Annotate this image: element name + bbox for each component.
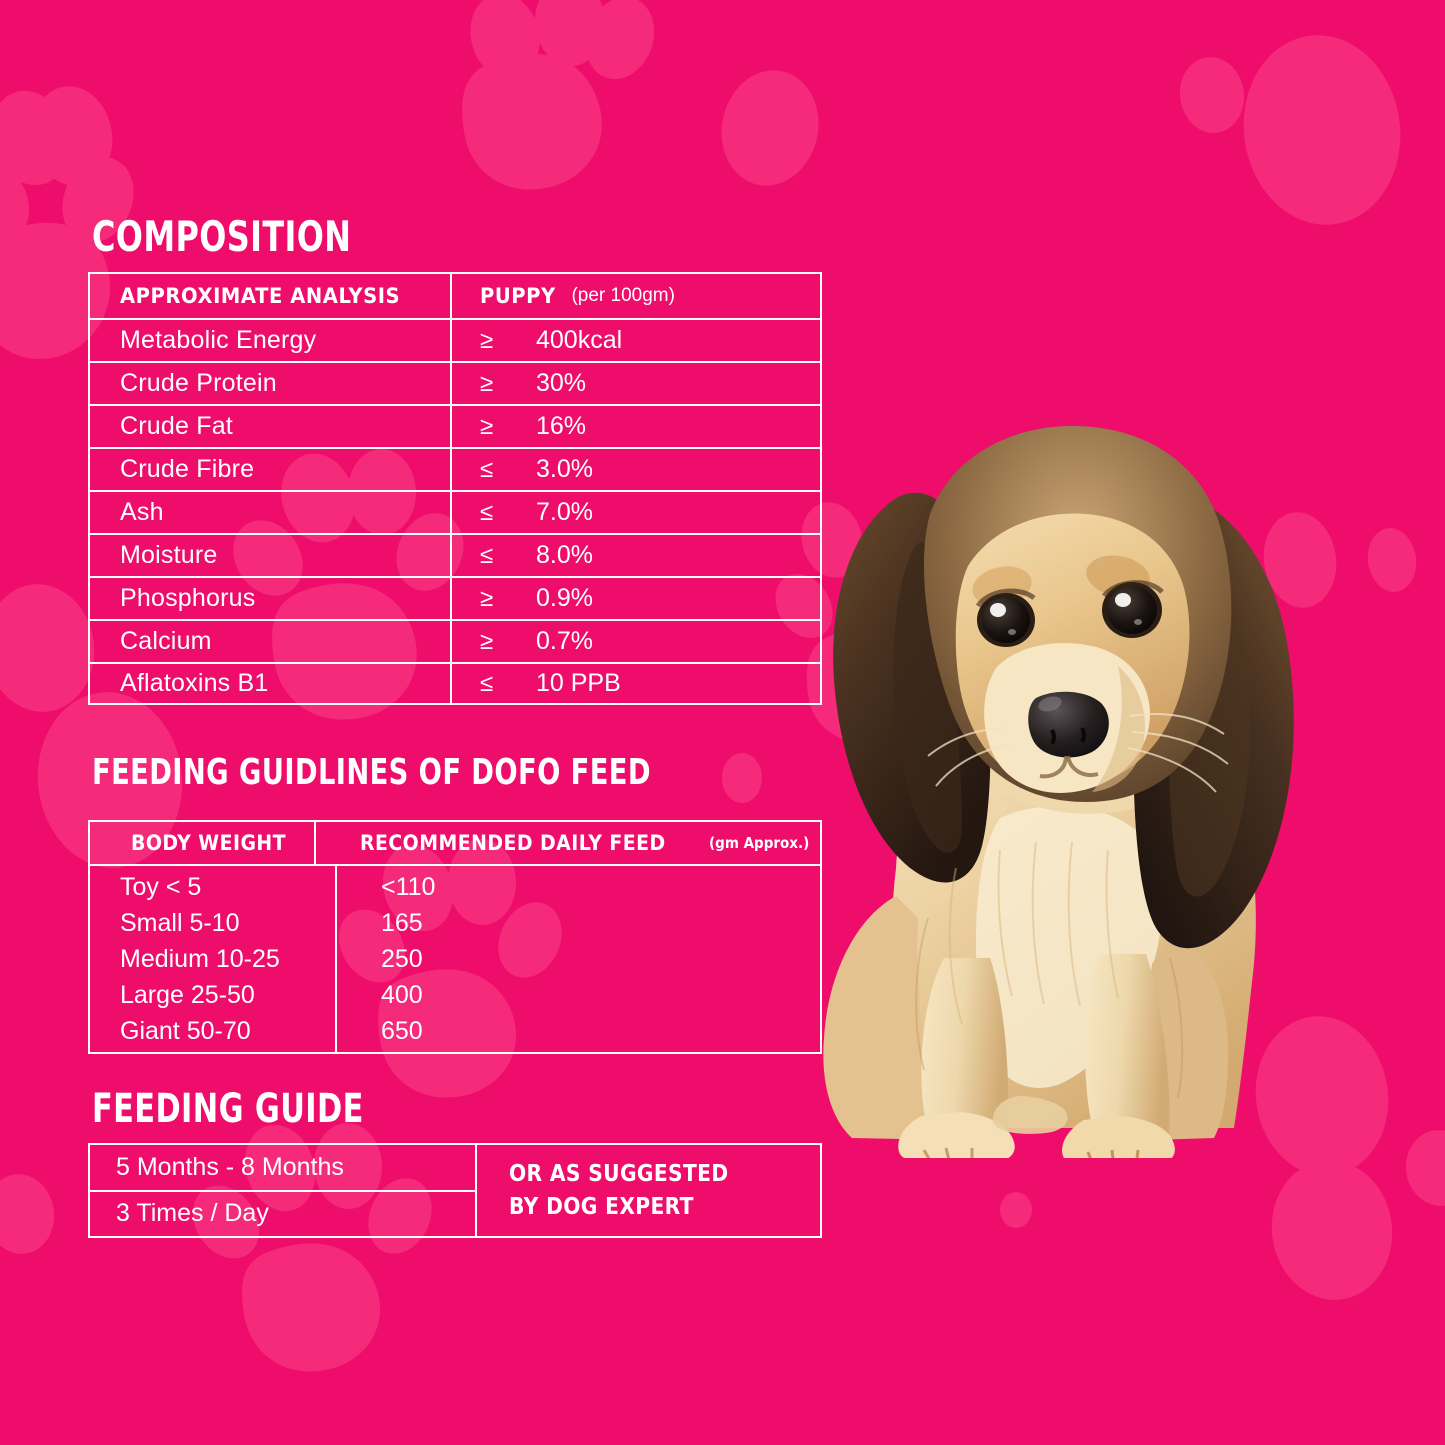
cell-value: ≤ 8.0% <box>452 535 820 576</box>
cell-nutrient: Crude Fibre <box>90 449 452 490</box>
cell-value: ≥ 400kcal <box>452 320 820 361</box>
table-header-row: APPROXIMATE ANALYSIS PUPPY (per 100gm) <box>88 272 822 318</box>
feeding-guide-schedule: 5 Months - 8 Months 3 Times / Day <box>90 1145 477 1236</box>
list-item: 650 <box>381 1017 423 1045</box>
value-label: 30% <box>536 369 587 397</box>
list-item: Toy < 5 <box>120 873 202 901</box>
cell-value: ≤ 3.0% <box>452 449 820 490</box>
cell-value: ≤ 10 PPB <box>452 664 820 703</box>
operator-symbol: ≤ <box>480 669 494 697</box>
cell-nutrient: Crude Fat <box>90 406 452 447</box>
operator-symbol: ≥ <box>480 412 494 440</box>
list-item: 250 <box>381 945 423 973</box>
nutrient-label: Phosphorus <box>120 584 256 612</box>
value-label: 0.9% <box>536 584 593 612</box>
table-row: Calcium ≥ 0.7% <box>88 619 822 662</box>
feeding-guide-note: OR AS SUGGESTED BY DOG EXPERT <box>477 1145 820 1236</box>
nutrient-label: Aflatoxins B1 <box>120 669 269 697</box>
cell-value: ≥ 16% <box>452 406 820 447</box>
table-row: Aflatoxins B1 ≤ 10 PPB <box>88 662 822 705</box>
cell-nutrient: Calcium <box>90 621 452 662</box>
value-label: 3.0% <box>536 455 593 483</box>
cell-nutrient: Phosphorus <box>90 578 452 619</box>
cell-value: ≤ 7.0% <box>452 492 820 533</box>
feeding-guide-age-row: 5 Months - 8 Months <box>90 1145 475 1192</box>
note-line-1: OR AS SUGGESTED <box>509 1160 729 1187</box>
cell-value: ≥ 30% <box>452 363 820 404</box>
operator-symbol: ≥ <box>480 584 494 612</box>
table-row: Crude Protein ≥ 30% <box>88 361 822 404</box>
header-cell-daily-feed: RECOMMENDED DAILY FEED (gm Approx.) <box>316 822 820 864</box>
table-row: Moisture ≤ 8.0% <box>88 533 822 576</box>
list-item: Giant 50-70 <box>120 1017 251 1045</box>
header-label-puppy: PUPPY <box>480 284 556 308</box>
nutrient-label: Crude Fibre <box>120 455 255 483</box>
nutrient-label: Moisture <box>120 541 218 569</box>
feeding-guidelines-table: BODY WEIGHT RECOMMENDED DAILY FEED (gm A… <box>88 820 822 1054</box>
column-daily-feed: <110 165 250 400 650 <box>337 866 820 1052</box>
column-body-weight: Toy < 5 Small 5-10 Medium 10-25 Large 25… <box>90 866 337 1052</box>
table-body: Toy < 5 Small 5-10 Medium 10-25 Large 25… <box>90 866 820 1052</box>
cell-nutrient: Moisture <box>90 535 452 576</box>
table-row: Ash ≤ 7.0% <box>88 490 822 533</box>
nutrient-label: Metabolic Energy <box>120 326 317 354</box>
cell-nutrient: Aflatoxins B1 <box>90 664 452 703</box>
value-label: 0.7% <box>536 627 593 655</box>
feeding-guide-frequency-row: 3 Times / Day <box>90 1192 475 1237</box>
operator-symbol: ≥ <box>480 369 494 397</box>
cell-nutrient: Metabolic Energy <box>90 320 452 361</box>
header-label-analysis: APPROXIMATE ANALYSIS <box>120 284 401 308</box>
list-item: Medium 10-25 <box>120 945 280 973</box>
operator-symbol: ≥ <box>480 326 494 354</box>
nutrient-label: Crude Fat <box>120 412 233 440</box>
value-label: 10 PPB <box>536 669 621 697</box>
list-item: Small 5-10 <box>120 909 240 937</box>
header-cell-puppy: PUPPY (per 100gm) <box>452 274 820 318</box>
operator-symbol: ≤ <box>480 541 494 569</box>
header-cell-body-weight: BODY WEIGHT <box>90 822 316 864</box>
operator-symbol: ≥ <box>480 627 494 655</box>
cell-value: ≥ 0.7% <box>452 621 820 662</box>
age-range-label: 5 Months - 8 Months <box>116 1152 344 1181</box>
cell-value: ≥ 0.9% <box>452 578 820 619</box>
header-note-per-100gm: (per 100gm) <box>571 285 675 306</box>
list-item: 165 <box>381 909 423 937</box>
value-label: 16% <box>536 412 587 440</box>
nutrient-label: Crude Protein <box>120 369 277 397</box>
operator-symbol: ≤ <box>480 498 494 526</box>
feeding-guide-section-title: FEEDING GUIDE <box>92 1086 364 1132</box>
value-label: 7.0% <box>536 498 593 526</box>
header-note-gm-approx: (gm Approx.) <box>708 834 809 852</box>
nutrient-label: Ash <box>120 498 164 526</box>
composition-section-title: COMPOSITION <box>92 212 352 261</box>
cell-nutrient: Ash <box>90 492 452 533</box>
list-item: 400 <box>381 981 423 1009</box>
list-item: <110 <box>381 873 436 901</box>
table-row: Crude Fat ≥ 16% <box>88 404 822 447</box>
table-row: Metabolic Energy ≥ 400kcal <box>88 318 822 361</box>
cell-nutrient: Crude Protein <box>90 363 452 404</box>
value-label: 8.0% <box>536 541 593 569</box>
note-line-2: BY DOG EXPERT <box>509 1193 694 1220</box>
value-label: 400kcal <box>536 326 623 354</box>
nutrient-label: Calcium <box>120 627 212 655</box>
header-label-body-weight: BODY WEIGHT <box>130 831 286 855</box>
table-row: Crude Fibre ≤ 3.0% <box>88 447 822 490</box>
frequency-label: 3 Times / Day <box>116 1199 269 1228</box>
header-label-daily-feed: RECOMMENDED DAILY FEED <box>359 831 666 855</box>
list-item: Large 25-50 <box>120 981 255 1009</box>
table-header-row: BODY WEIGHT RECOMMENDED DAILY FEED (gm A… <box>90 822 820 866</box>
feeding-guidelines-section-title: FEEDING GUIDLINES OF DOFO FEED <box>92 752 651 793</box>
composition-table: APPROXIMATE ANALYSIS PUPPY (per 100gm) M… <box>88 272 822 705</box>
operator-symbol: ≤ <box>480 455 494 483</box>
feeding-guide-box: 5 Months - 8 Months 3 Times / Day OR AS … <box>88 1143 822 1238</box>
header-cell-analysis: APPROXIMATE ANALYSIS <box>90 274 452 318</box>
table-row: Phosphorus ≥ 0.9% <box>88 576 822 619</box>
